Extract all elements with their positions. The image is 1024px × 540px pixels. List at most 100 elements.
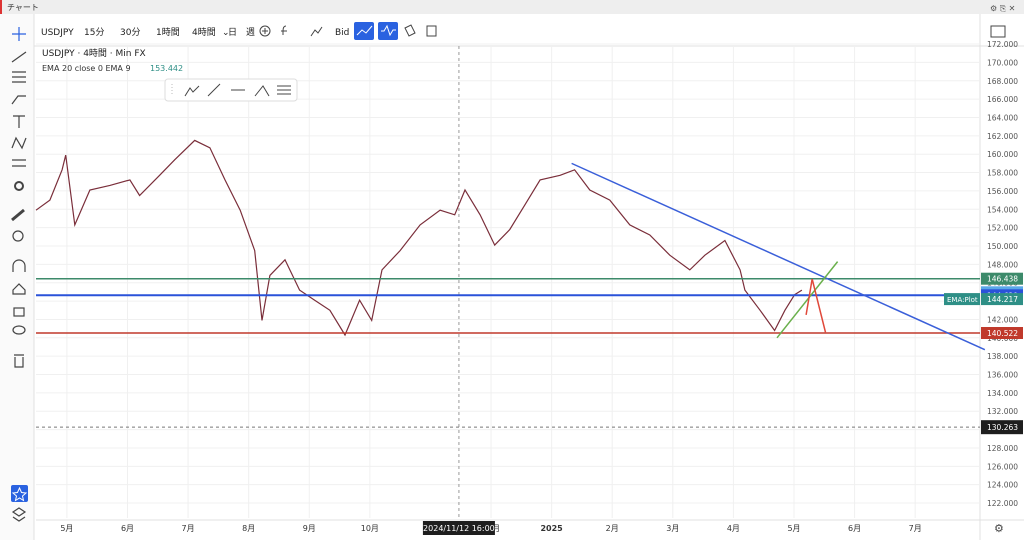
y-tick-label: 166.000 bbox=[987, 95, 1018, 104]
x-tick-label: 2月 bbox=[606, 524, 619, 533]
left-toolbar bbox=[0, 14, 34, 540]
pitchfork-tool[interactable] bbox=[11, 95, 26, 105]
level-tag: EMA:Plot bbox=[947, 296, 978, 304]
line-tool[interactable] bbox=[11, 51, 27, 63]
layers-tool[interactable] bbox=[11, 507, 27, 522]
dropdown-arrow[interactable]: ⌄ bbox=[222, 28, 230, 38]
legend-header: USDJPY · 4時間 · Min FX bbox=[42, 48, 146, 59]
magnet-tool[interactable] bbox=[12, 259, 26, 272]
y-tick-label: 126.000 bbox=[987, 462, 1018, 471]
delete-tool[interactable] bbox=[14, 354, 24, 368]
candle-style-button[interactable] bbox=[378, 22, 398, 40]
forecast-tool[interactable] bbox=[12, 159, 26, 167]
lock-drawing-tool[interactable] bbox=[12, 283, 26, 295]
interval-button[interactable]: 日 bbox=[228, 27, 237, 38]
y-tick-label: 134.000 bbox=[987, 389, 1018, 398]
interval-button[interactable]: 15分 bbox=[84, 27, 104, 38]
trend-line bbox=[776, 261, 839, 339]
y-tick-label: 128.000 bbox=[987, 444, 1018, 453]
drawing-style-button[interactable] bbox=[404, 24, 416, 37]
x-tick-label: 4月 bbox=[727, 524, 740, 533]
visibility-tool[interactable] bbox=[12, 325, 26, 335]
title-bar bbox=[0, 0, 1024, 14]
y-tick-label: 158.000 bbox=[987, 169, 1018, 178]
level-label-bg bbox=[981, 293, 1023, 306]
chart: 122.000124.000126.000128.000130.000132.0… bbox=[35, 14, 1024, 540]
y-tick-label: 162.000 bbox=[987, 132, 1018, 141]
ruler-tool[interactable] bbox=[11, 208, 25, 222]
symbol-button[interactable]: USDJPY bbox=[41, 28, 74, 38]
x-tick-label: 7月 bbox=[909, 524, 922, 533]
trend-line bbox=[571, 162, 986, 351]
interval-button[interactable]: 4時間 bbox=[192, 27, 216, 38]
x-tick-label: 6月 bbox=[848, 524, 861, 533]
shape-tool[interactable] bbox=[14, 181, 24, 191]
y-tick-label: 132.000 bbox=[987, 407, 1018, 416]
y-tick-label: 136.000 bbox=[987, 371, 1018, 380]
crosshair-x-label-bg bbox=[422, 521, 495, 535]
y-tick-label: 152.000 bbox=[987, 224, 1018, 233]
lock-tool[interactable] bbox=[13, 307, 25, 317]
window-title: チャート bbox=[7, 3, 39, 12]
level-label: 146.438 bbox=[987, 275, 1018, 284]
price-type[interactable]: Bid bbox=[335, 28, 349, 38]
y-tick-label: 160.000 bbox=[987, 150, 1018, 159]
y-tick-label: 150.000 bbox=[987, 242, 1018, 251]
star-icon bbox=[11, 486, 28, 502]
crosshair-tool[interactable] bbox=[12, 27, 26, 41]
crosshair-x-label: 2024/11/12 16:00 bbox=[423, 524, 495, 533]
chart-type-button[interactable] bbox=[310, 26, 323, 37]
y-tick-label: 168.000 bbox=[987, 77, 1018, 86]
y-tick-label: 156.000 bbox=[987, 187, 1018, 196]
x-tick-label: 3月 bbox=[666, 524, 679, 533]
x-tick-label: 5月 bbox=[787, 524, 800, 533]
x-tick-label: 9月 bbox=[303, 524, 316, 533]
plus-icon bbox=[262, 28, 268, 34]
pattern-tool[interactable] bbox=[11, 136, 27, 150]
text-tool[interactable] bbox=[13, 115, 25, 128]
window-controls[interactable]: ⚙ ⎘ ✕ bbox=[990, 4, 1015, 13]
gann-option[interactable] bbox=[254, 85, 270, 97]
level-tag-bg bbox=[944, 293, 980, 306]
trend-line bbox=[811, 278, 827, 333]
x-tick-label: 7月 bbox=[182, 524, 195, 533]
layout-button[interactable] bbox=[990, 25, 1006, 38]
line-icon bbox=[356, 25, 373, 36]
compare-button[interactable] bbox=[259, 25, 271, 37]
interval-button[interactable]: 30分 bbox=[120, 27, 140, 38]
level-label-bg bbox=[981, 272, 1023, 285]
y-tick-label: 154.000 bbox=[987, 205, 1018, 214]
indicator-button[interactable] bbox=[281, 25, 287, 35]
indicator-value: 153.442 bbox=[150, 64, 183, 73]
line-option[interactable] bbox=[207, 83, 221, 97]
x-tick-label: 2025 bbox=[540, 524, 563, 533]
y-tick-label: 124.000 bbox=[987, 481, 1018, 490]
settings-button[interactable]: ⚙ bbox=[994, 522, 1004, 535]
x-tick-label: 10月 bbox=[361, 524, 379, 533]
level-label: 144.217 bbox=[987, 295, 1018, 304]
x-tick-label: 5月 bbox=[60, 524, 73, 533]
zoom-tool[interactable] bbox=[12, 230, 24, 242]
interval-button[interactable]: 週 bbox=[246, 27, 255, 38]
interval-button[interactable]: 1時間 bbox=[156, 27, 180, 38]
level-label: 140.522 bbox=[987, 329, 1018, 338]
crosshair-y-label: 130.263 bbox=[987, 423, 1018, 432]
channel-tool[interactable] bbox=[12, 71, 26, 83]
pitchfork-option[interactable] bbox=[184, 85, 200, 97]
x-tick-label: 6月 bbox=[121, 524, 134, 533]
level-label-bg bbox=[981, 327, 1023, 340]
window-button[interactable] bbox=[426, 25, 437, 37]
y-tick-label: 170.000 bbox=[987, 58, 1018, 67]
fib-option[interactable] bbox=[277, 85, 291, 95]
y-tick-label: 164.000 bbox=[987, 113, 1018, 122]
favorites-button[interactable] bbox=[11, 485, 28, 502]
crosshair-y-label-bg bbox=[981, 420, 1023, 435]
indicator-name: EMA 20 close 0 EMA 9 bbox=[42, 64, 131, 73]
y-tick-label: 142.000 bbox=[987, 315, 1018, 324]
wave-icon bbox=[381, 24, 396, 37]
title-accent bbox=[0, 0, 2, 14]
price-line bbox=[35, 139, 803, 337]
trend-line bbox=[805, 278, 813, 315]
y-tick-label: 138.000 bbox=[987, 352, 1018, 361]
